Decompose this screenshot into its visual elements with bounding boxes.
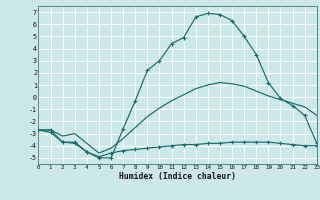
X-axis label: Humidex (Indice chaleur): Humidex (Indice chaleur) (119, 172, 236, 181)
